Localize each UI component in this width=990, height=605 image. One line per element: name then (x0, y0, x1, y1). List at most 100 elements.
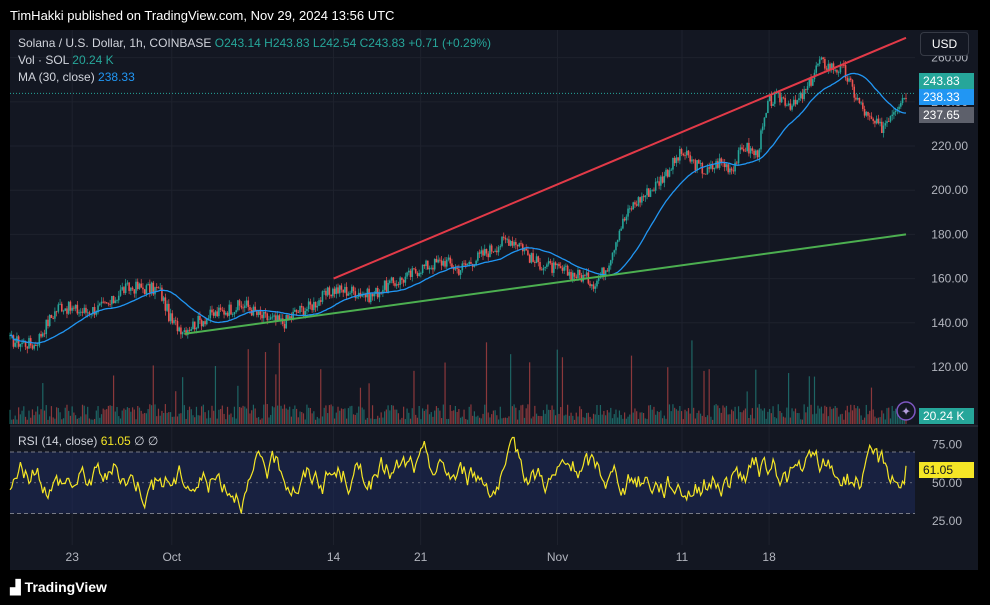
candle-body (416, 272, 419, 277)
candle-body (459, 270, 462, 275)
volume-bar (782, 416, 785, 424)
volume-bar (351, 405, 353, 424)
volume-bar (561, 357, 564, 424)
candle-body (57, 304, 60, 312)
price-candles (9, 56, 907, 354)
volume-bar (332, 406, 334, 424)
volume-bar (178, 413, 180, 424)
volume-bar (99, 417, 101, 424)
volume-bar (755, 369, 757, 424)
footer-brand[interactable]: ▟ TradingView (10, 579, 107, 596)
candle-body (226, 312, 229, 316)
volume-bar (9, 409, 11, 424)
volume-bar (377, 415, 379, 424)
volume-bar (732, 411, 734, 424)
volume-bar (316, 416, 318, 424)
candle-body (483, 248, 486, 256)
candle-body (114, 300, 117, 304)
candle-body (473, 264, 476, 267)
volume-bar (767, 411, 769, 424)
volume-bar (268, 417, 270, 424)
candle-body (502, 236, 505, 238)
volume-bar (287, 409, 289, 424)
candle-body (130, 287, 132, 291)
candle-body (608, 265, 610, 272)
candle-body (775, 93, 778, 94)
candle-body (784, 97, 786, 106)
time-tick-label: 23 (66, 550, 80, 564)
candle-body (787, 103, 790, 106)
volume-bar (263, 404, 265, 424)
candle-body (242, 307, 244, 309)
candle-body (340, 285, 343, 290)
volume-bar (423, 410, 425, 424)
volume-bar (862, 419, 864, 424)
volume-bar (706, 415, 709, 424)
candle-body (554, 262, 557, 266)
volume-bar (339, 410, 341, 424)
volume-bar (530, 418, 532, 424)
volume-bar (627, 416, 629, 424)
candle-body (494, 250, 496, 252)
candle-body (133, 289, 136, 294)
volume-legend[interactable]: Vol · SOL 20.24 K (18, 53, 114, 67)
candle-body (316, 305, 319, 308)
volume-bar (615, 409, 617, 424)
volume-bar (245, 408, 248, 424)
candle-body (820, 57, 823, 60)
rsi-legend[interactable]: RSI (14, close) 61.05 ∅ ∅ (18, 434, 158, 448)
candle-body (42, 333, 44, 337)
volume-bar (180, 413, 182, 424)
volume-bar (544, 413, 546, 424)
candle-body (805, 89, 807, 91)
candle-body (124, 283, 127, 294)
volume-bar (539, 415, 541, 424)
candle-body (561, 267, 564, 271)
volume-bar (40, 409, 42, 424)
candle-body (818, 59, 821, 64)
candle-body (616, 240, 619, 243)
volume-bar (513, 404, 515, 424)
currency-button[interactable]: USD (920, 32, 969, 56)
volume-bar (299, 411, 301, 424)
volume-bar (713, 405, 715, 424)
volume-bar (273, 407, 275, 424)
volume-bar (289, 406, 291, 424)
candle-body (532, 253, 534, 262)
volume-bar (741, 412, 743, 424)
volume-bar (529, 362, 531, 424)
candle-body (332, 288, 334, 297)
candle-body (558, 263, 560, 267)
volume-bar (301, 412, 303, 424)
volume-bar (226, 406, 229, 424)
indicator-settings-icon[interactable]: ✦ (896, 401, 916, 421)
symbol-legend[interactable]: Solana / U.S. Dollar, 1h, COINBASE O243.… (18, 36, 491, 50)
volume-bar (64, 407, 66, 424)
candle-body (811, 79, 814, 86)
candle-body (74, 304, 77, 309)
volume-bar (617, 417, 619, 424)
candle-body (47, 319, 49, 326)
volume-bar (655, 414, 657, 424)
candle-body (772, 103, 774, 106)
volume-bar (285, 408, 287, 424)
candle-body (518, 243, 521, 247)
candle-body (126, 282, 129, 284)
candle-body (40, 334, 42, 337)
volume-bar (888, 407, 890, 424)
volume-bar (447, 418, 450, 424)
volume-bar (95, 410, 97, 424)
rsi-null-2: ∅ (147, 434, 159, 448)
volume-bar (104, 409, 106, 424)
volume-bar (567, 404, 569, 424)
candle-body (24, 341, 27, 347)
volume-bar (206, 418, 208, 424)
candle-body (499, 246, 502, 248)
volume-bar (337, 406, 339, 424)
ma-legend[interactable]: MA (30, close) 238.33 (18, 70, 135, 84)
volume-bar (777, 404, 779, 424)
upper-trendline (333, 36, 907, 280)
volume-bar (389, 410, 391, 424)
volume-bar (781, 412, 783, 424)
